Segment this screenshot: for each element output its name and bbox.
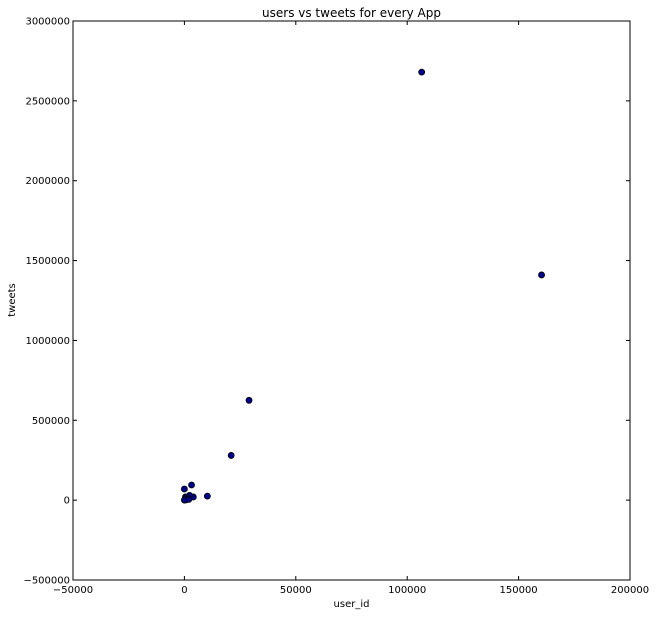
x-tick-label: −50000 (53, 585, 93, 596)
x-tick-label: 0 (181, 585, 187, 596)
x-tick-label: 150000 (500, 585, 538, 596)
x-axis-label: user_id (334, 599, 370, 610)
scatter-point (180, 485, 188, 493)
x-tick-label: 50000 (280, 585, 312, 596)
scatter-point (185, 495, 193, 503)
scatter-point (227, 452, 235, 459)
y-tick-label: 2500000 (25, 96, 70, 107)
plot-area-border (72, 20, 631, 581)
y-tick-label: 1500000 (25, 256, 70, 267)
y-tick-label: 2000000 (25, 176, 70, 187)
y-axis-label: tweets (7, 283, 18, 317)
y-tick-label: 500000 (32, 416, 70, 427)
x-tick-label: 200000 (611, 585, 649, 596)
chart-title: users vs tweets for every App (262, 6, 441, 20)
scatter-point (538, 271, 545, 279)
y-axis-ticks: −500000 0 500000 1000000 1500000 2000000 25000… (23, 17, 630, 587)
y-tick-label: 0 (64, 496, 70, 507)
scatter-point (245, 396, 253, 404)
y-tick-label: −500000 (23, 576, 70, 587)
scatter-point (418, 68, 426, 76)
plot-frame (72, 20, 631, 581)
scatter-point (203, 492, 211, 500)
x-tick-label: 100000 (388, 585, 426, 596)
x-axis-ticks: −50000 0 50000 100000 150000 200000 (53, 21, 649, 596)
y-tick-label: 3000000 (25, 17, 70, 28)
y-tick-label: 1000000 (25, 336, 70, 347)
scatter-point (188, 481, 195, 489)
data-points (180, 68, 545, 504)
